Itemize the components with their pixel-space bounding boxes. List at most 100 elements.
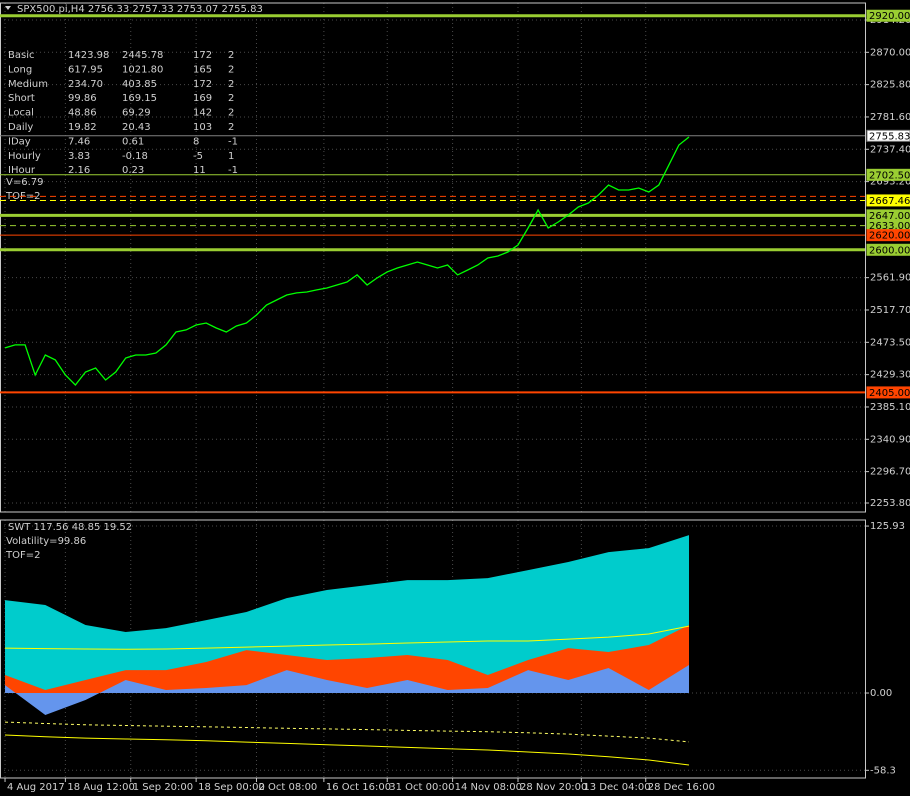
- indicator-line: [4, 734, 690, 766]
- level-label: 2647.00: [869, 211, 910, 222]
- stat-cell: 1423.98: [68, 50, 109, 61]
- chart-title: SPX500.pi,H4 2756.33 2757.33 2753.07 275…: [17, 4, 263, 15]
- note: Volatility=99.86: [6, 536, 86, 547]
- y-tick-label: 2825.80: [870, 80, 910, 91]
- y-tick-label: 2296.70: [870, 467, 910, 478]
- level-label: 2405.00: [869, 388, 910, 399]
- level-label: 2920.00: [869, 11, 910, 22]
- x-tick-label: 28 Nov 20:00: [520, 782, 587, 793]
- note: V=6.79: [6, 177, 44, 188]
- y-tick-label: 2737.40: [870, 144, 910, 155]
- y-tick-label: 2429.30: [870, 370, 910, 381]
- level-tag: [866, 168, 910, 181]
- x-tick-label: 16 Oct 16:00: [326, 782, 391, 793]
- x-tick-label: 28 Dec 16:00: [648, 782, 715, 793]
- panel-frame: [0, 2, 866, 513]
- stat-cell: 11: [193, 165, 206, 176]
- level-tag: [866, 9, 910, 22]
- stat-cell: 172: [193, 50, 212, 61]
- collapse-arrow: [5, 6, 11, 10]
- y-tick-label: 2517.70: [870, 305, 910, 316]
- level-label: 2633.00: [869, 221, 910, 232]
- stat-cell: 2: [228, 64, 234, 75]
- level-tag: [866, 129, 910, 142]
- x-tick-label: 2 Oct 08:00: [258, 782, 317, 793]
- stat-cell: 169.15: [122, 93, 157, 104]
- y-tick-label: 125.93: [870, 521, 905, 532]
- y-tick-label: -58.3: [870, 765, 896, 776]
- stat-cell: -5: [193, 151, 203, 162]
- y-tick-label: 2870.00: [870, 47, 910, 58]
- level-tag: [866, 194, 910, 207]
- stat-cell: Long: [8, 64, 32, 75]
- y-tick-label: 2781.60: [870, 112, 910, 123]
- y-tick-label: 2253.80: [870, 498, 910, 509]
- x-tick-label: 1 Sep 20:00: [133, 782, 193, 793]
- level-label: 2600.00: [869, 245, 910, 256]
- y-tick-label: 2473.50: [870, 337, 910, 348]
- stat-cell: 20.43: [122, 122, 151, 133]
- price-line: [4, 136, 690, 386]
- stat-cell: 1021.80: [122, 64, 163, 75]
- stat-cell: 403.85: [122, 79, 157, 90]
- y-tick-label: 2385.10: [870, 402, 910, 413]
- y-tick-label: 0.00: [870, 688, 892, 699]
- stat-cell: 2: [228, 79, 234, 90]
- stat-cell: 169: [193, 93, 212, 104]
- x-tick-label: 4 Aug 2017: [7, 782, 65, 793]
- stat-cell: 48.86: [68, 108, 97, 119]
- stat-cell: 165: [193, 64, 212, 75]
- level-label: 2620.00: [869, 231, 910, 242]
- level-label: 2755.83: [869, 131, 910, 142]
- indicator-line: [4, 625, 690, 650]
- stat-cell: -0.18: [122, 151, 148, 162]
- stat-cell: Local: [8, 108, 34, 119]
- stat-cell: 8: [193, 136, 199, 147]
- level-label: 2702.50: [869, 170, 910, 181]
- stat-cell: 7.46: [68, 136, 90, 147]
- stat-cell: 2: [228, 50, 234, 61]
- indicator-line: [4, 721, 690, 743]
- indicator-area: [5, 665, 689, 715]
- stat-cell: 2: [228, 122, 234, 133]
- x-tick-label: 18 Aug 12:00: [67, 782, 134, 793]
- stat-cell: 2: [228, 93, 234, 104]
- y-tick-label: 2340.90: [870, 434, 910, 445]
- stat-cell: -1: [228, 165, 238, 176]
- stat-cell: Medium: [8, 79, 48, 90]
- stat-cell: 617.95: [68, 64, 103, 75]
- stat-cell: 2: [228, 108, 234, 119]
- stat-cell: 2.16: [68, 165, 90, 176]
- stat-cell: IHour: [8, 165, 36, 176]
- stat-cell: 19.82: [68, 122, 97, 133]
- stat-cell: Hourly: [8, 151, 41, 162]
- stat-cell: Daily: [8, 122, 33, 133]
- x-tick-label: 31 Oct 00:00: [389, 782, 454, 793]
- stat-cell: 142: [193, 108, 212, 119]
- level-tag: [866, 386, 910, 399]
- stat-cell: Short: [8, 93, 35, 104]
- stat-cell: 2445.78: [122, 50, 163, 61]
- y-tick-label: 2693.20: [870, 177, 910, 188]
- stat-cell: Basic: [8, 50, 34, 61]
- stat-cell: 1: [228, 151, 234, 162]
- stat-cell: 103: [193, 122, 212, 133]
- y-tick-label: 2561.90: [870, 273, 910, 284]
- indicator-title: SWT 117.56 48.85 19.52: [8, 522, 132, 533]
- stat-cell: -1: [228, 136, 238, 147]
- level-tag: [866, 229, 910, 242]
- stat-cell: 0.61: [122, 136, 144, 147]
- indicator-area: [5, 535, 689, 694]
- level-tag: [866, 243, 910, 256]
- stat-cell: 0.23: [122, 165, 144, 176]
- stat-cell: 99.86: [68, 93, 97, 104]
- x-tick-label: 14 Nov 08:00: [455, 782, 522, 793]
- stat-cell: 3.83: [68, 151, 90, 162]
- panel-frame: [0, 519, 866, 779]
- stat-cell: 234.70: [68, 79, 103, 90]
- note: TOF=2: [5, 550, 40, 561]
- x-tick-label: 13 Dec 04:00: [583, 782, 650, 793]
- x-tick-label: 18 Sep 00:00: [198, 782, 265, 793]
